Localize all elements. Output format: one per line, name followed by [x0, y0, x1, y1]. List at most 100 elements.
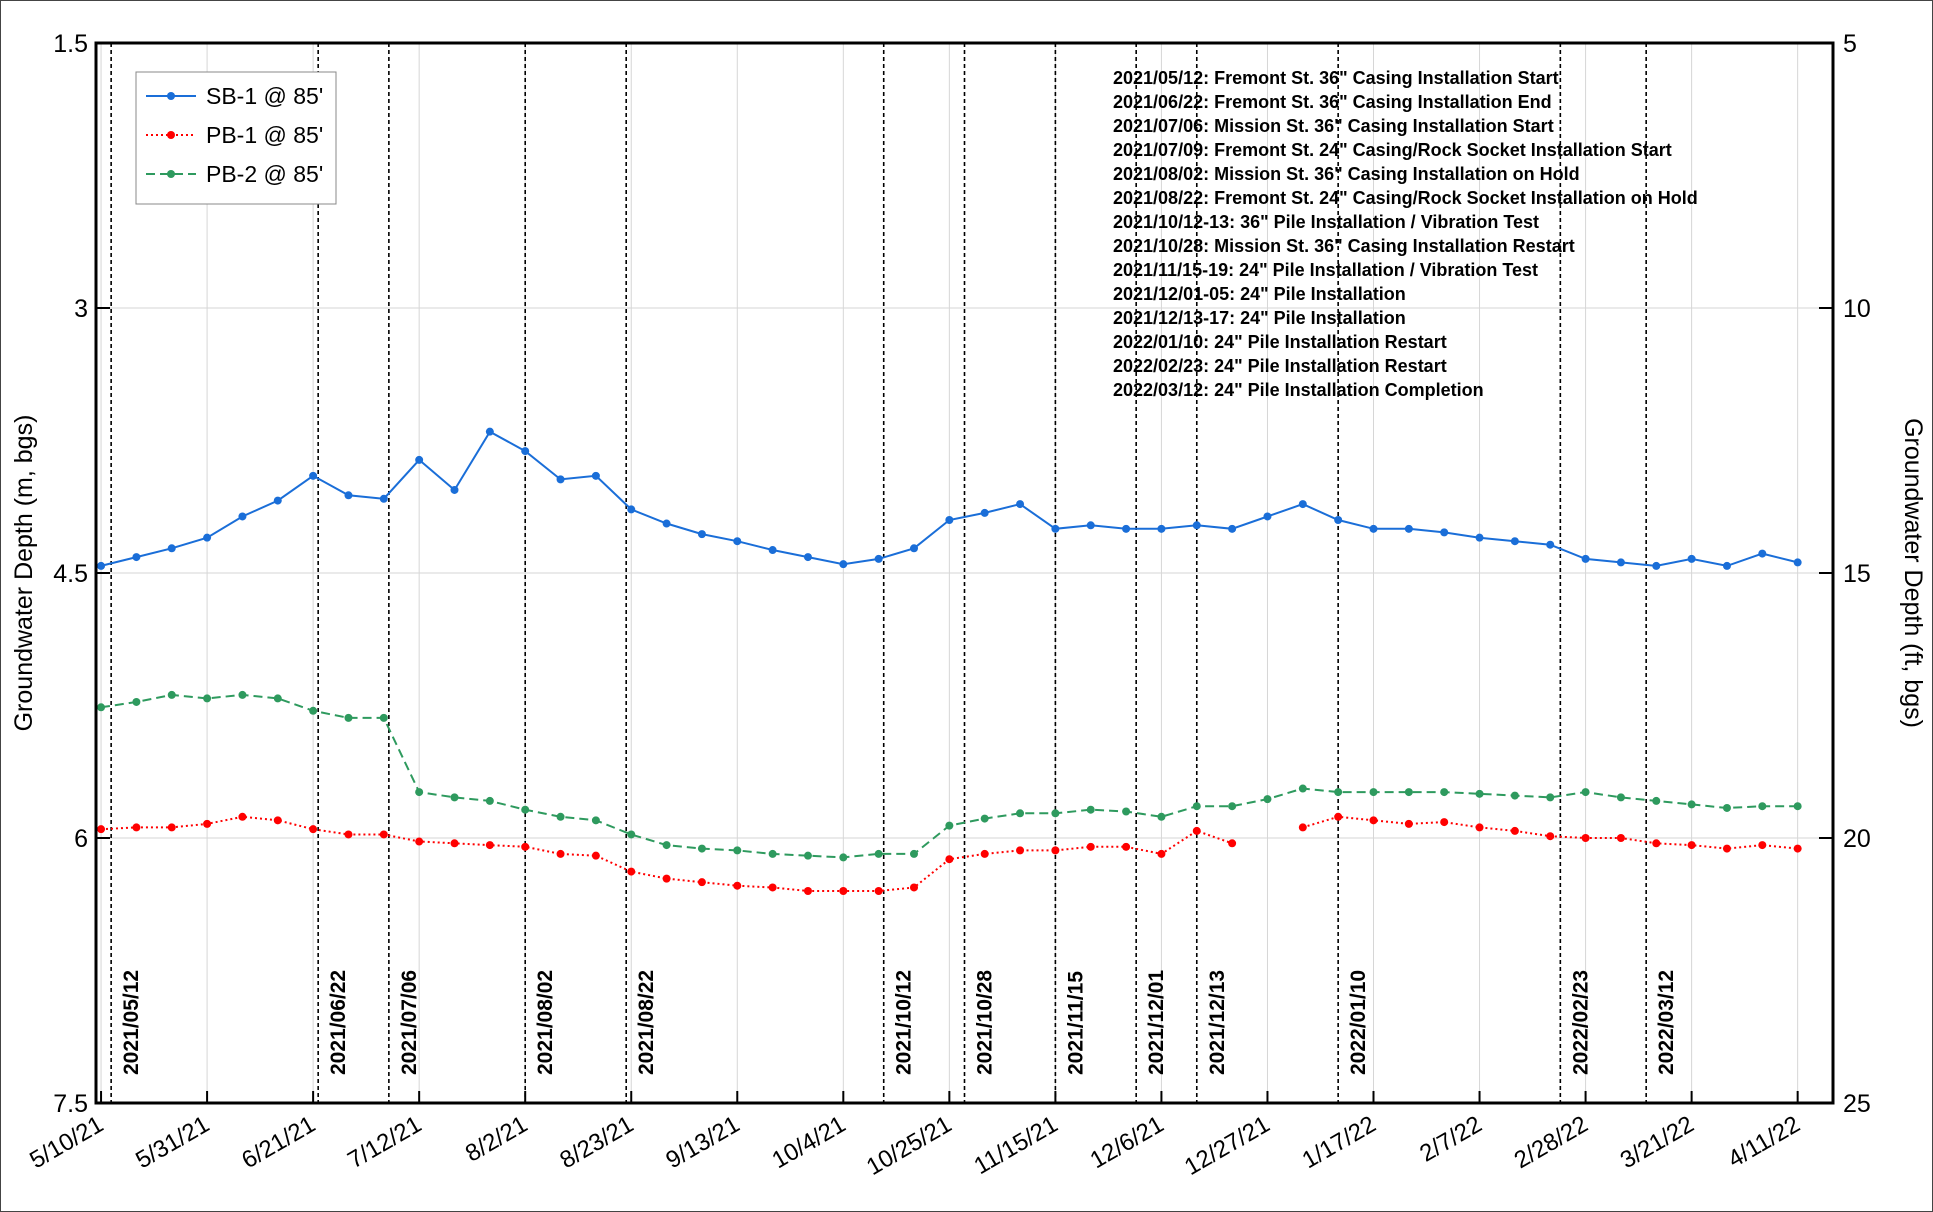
data-point — [273, 496, 282, 505]
data-point — [1016, 500, 1025, 509]
data-point — [485, 427, 494, 436]
data-point — [1652, 561, 1661, 570]
data-point — [1122, 807, 1131, 816]
data-point — [1404, 788, 1413, 797]
data-point — [803, 851, 812, 860]
data-point — [1298, 784, 1307, 793]
data-point — [1616, 834, 1625, 842]
data-point — [591, 851, 600, 860]
data-point — [1687, 841, 1696, 850]
annotation: 2021/12/13-17: 24" Pile Installation — [1113, 308, 1406, 328]
data-point — [627, 867, 636, 876]
data-point — [556, 812, 565, 821]
data-point — [1369, 816, 1378, 825]
data-point — [662, 874, 671, 883]
data-point — [415, 788, 424, 797]
data-point — [945, 855, 954, 864]
data-point — [1546, 540, 1555, 549]
data-point — [839, 560, 848, 569]
y-tick-label: 3 — [74, 295, 88, 323]
data-point — [132, 553, 141, 562]
annotation: 2021/06/22: Fremont St. 36" Casing Insta… — [1113, 92, 1552, 112]
data-point — [1546, 832, 1555, 841]
data-point — [1051, 524, 1060, 533]
data-point — [1086, 805, 1095, 814]
data-point — [591, 471, 600, 480]
data-point — [1475, 823, 1484, 832]
data-point — [132, 697, 141, 706]
data-point — [1228, 802, 1237, 811]
y2-tick-label: 5 — [1843, 30, 1857, 58]
y-tick-label: 4.5 — [53, 560, 88, 588]
data-point — [662, 841, 671, 850]
data-point — [910, 849, 919, 858]
annotation: 2021/07/06: Mission St. 36" Casing Insta… — [1113, 116, 1554, 136]
data-point — [1334, 516, 1343, 524]
data-point — [980, 814, 989, 823]
y-axis-title: Groundwater Depth (m, bgs) — [10, 415, 38, 732]
data-point — [1051, 809, 1060, 818]
data-point — [768, 546, 777, 555]
legend-marker — [167, 92, 175, 100]
data-point — [379, 830, 388, 839]
data-point — [1440, 818, 1449, 827]
data-point — [97, 825, 106, 834]
data-point — [910, 544, 919, 553]
data-point — [238, 512, 247, 521]
data-point — [839, 887, 848, 895]
data-point — [980, 849, 989, 858]
data-point — [874, 849, 883, 858]
data-point — [1192, 521, 1201, 530]
data-point — [662, 519, 671, 528]
data-point — [450, 485, 459, 494]
y-tick-label: 6 — [74, 825, 88, 853]
data-point — [1722, 561, 1731, 570]
data-point — [485, 841, 494, 850]
data-point — [309, 825, 318, 834]
data-point — [132, 823, 141, 832]
data-point — [1510, 791, 1519, 800]
data-point — [415, 837, 424, 846]
data-point — [627, 505, 636, 514]
event-label: 2022/01/10 — [1347, 970, 1370, 1075]
event-label: 2021/10/12 — [893, 970, 916, 1075]
data-point — [521, 842, 530, 851]
data-point — [1581, 788, 1590, 797]
legend-marker — [167, 131, 175, 139]
data-point — [1122, 842, 1131, 851]
data-point — [1369, 788, 1378, 797]
data-point — [1687, 800, 1696, 809]
data-point — [1616, 558, 1625, 567]
data-point — [1793, 844, 1802, 853]
data-point — [556, 475, 565, 484]
legend-label: SB-1 @ 85' — [206, 83, 323, 109]
data-point — [97, 703, 106, 712]
event-label: 2021/08/02 — [534, 970, 557, 1075]
data-point — [1334, 812, 1343, 821]
data-point — [1758, 549, 1767, 558]
event-label: 2021/07/06 — [398, 970, 421, 1075]
data-point — [450, 839, 459, 848]
y2-axis-title: Groundwater Depth (ft, bgs) — [1899, 418, 1927, 728]
data-point — [1298, 500, 1307, 509]
data-point — [1793, 558, 1802, 567]
data-point — [1652, 839, 1661, 848]
annotation: 2021/08/22: Fremont St. 24" Casing/Rock … — [1113, 188, 1698, 208]
data-point — [874, 887, 883, 895]
data-point — [1157, 524, 1166, 533]
data-point — [945, 821, 954, 830]
data-point — [167, 544, 176, 553]
event-label: 2022/02/23 — [1569, 970, 1592, 1075]
data-point — [1051, 846, 1060, 855]
data-point — [803, 553, 812, 562]
event-label: 2022/03/12 — [1655, 970, 1678, 1075]
data-point — [1616, 793, 1625, 802]
data-point — [1157, 812, 1166, 821]
data-point — [697, 878, 706, 887]
data-point — [980, 508, 989, 517]
data-point — [733, 881, 742, 890]
data-point — [1192, 802, 1201, 811]
data-point — [1581, 834, 1590, 842]
event-label: 2021/08/22 — [635, 970, 658, 1075]
